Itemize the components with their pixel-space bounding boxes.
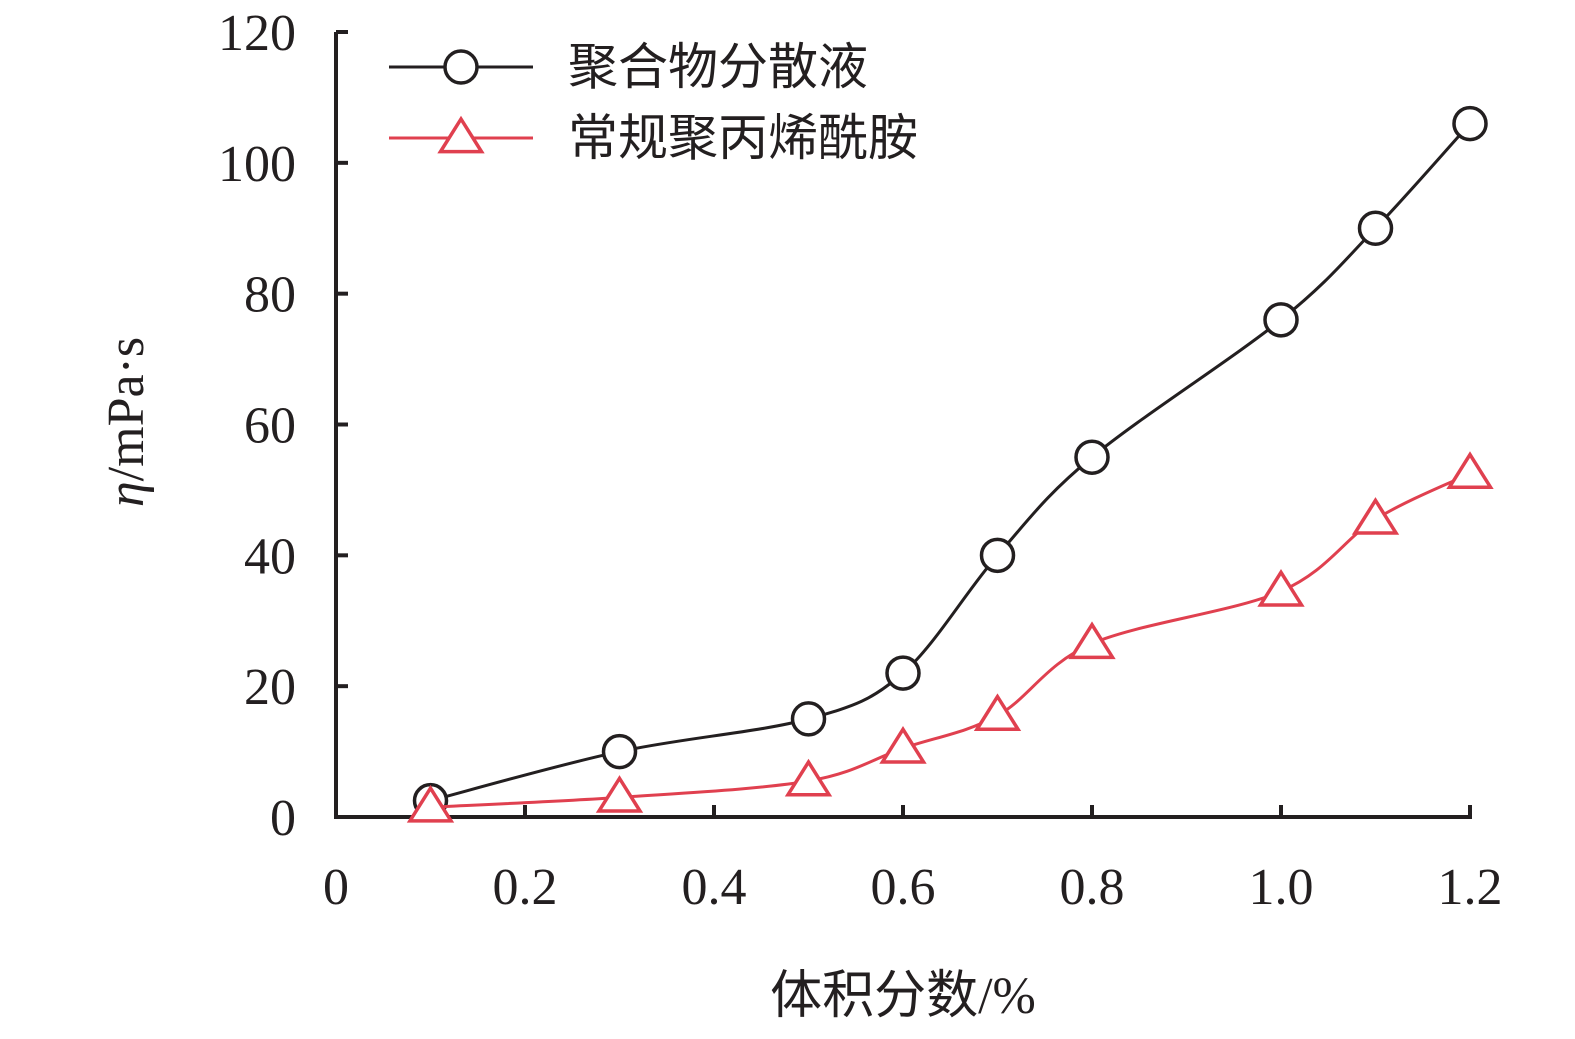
legend-marker — [437, 115, 485, 154]
series-2 — [406, 451, 1494, 823]
y-tick-label: 20 — [244, 659, 296, 716]
x-axis-title: 体积分数/% — [770, 968, 1036, 1025]
series-2-point — [1446, 451, 1494, 489]
y-axis-title-unit: /mPa·s — [98, 337, 155, 481]
x-tick-label: 0.4 — [682, 859, 747, 916]
x-tick-label: 1.2 — [1438, 859, 1503, 916]
series-1-point — [1452, 105, 1488, 142]
x-tick-label: 0.2 — [493, 859, 558, 916]
series-layer — [406, 105, 1494, 823]
legend-entry-2: 常规聚丙烯酰胺 — [389, 110, 918, 166]
series-1-point — [601, 733, 638, 770]
y-tick-label: 40 — [244, 528, 296, 585]
y-tick-label: 100 — [218, 136, 296, 193]
x-tick-label: 0.6 — [871, 859, 936, 916]
series-2-point — [784, 758, 833, 797]
y-tick-label: 120 — [218, 5, 296, 62]
series-1-point — [1263, 302, 1299, 338]
y-tick-label: 0 — [270, 790, 296, 847]
series-1 — [412, 105, 1488, 819]
legend-label: 聚合物分散液 — [568, 39, 868, 95]
y-axis-title: η/mPa·s — [98, 337, 155, 507]
legend-entry-1: 聚合物分散液 — [389, 39, 868, 95]
series-2-point — [1257, 569, 1305, 607]
y-tick-label: 80 — [244, 267, 296, 324]
x-tick-label: 0.8 — [1060, 859, 1125, 916]
series-2-point — [973, 693, 1022, 732]
series-2-line — [430, 472, 1471, 809]
series-2-point — [595, 775, 644, 813]
series-2-point — [1068, 621, 1116, 660]
legend-label: 常规聚丙烯酰胺 — [568, 110, 918, 166]
legend-marker — [443, 49, 479, 85]
y-tick-label: 60 — [244, 398, 296, 455]
series-1-point — [790, 701, 827, 737]
series-2-point — [879, 726, 927, 764]
series-1-point — [885, 655, 921, 691]
axes: 0 20 40 60 80 100 120 0 0.2 0.4 0.6 0.8 1.0 1.2 — [218, 5, 1503, 916]
series-1-point — [1074, 439, 1110, 475]
series-1-line — [430, 122, 1472, 803]
x-tick-label: 0 — [323, 859, 349, 916]
series-2-point — [1351, 497, 1400, 535]
x-tick-label: 1.0 — [1249, 859, 1314, 916]
y-axis-title-symbol: η — [98, 481, 155, 507]
series-2-point — [406, 784, 455, 823]
series-1-point — [1357, 210, 1394, 246]
series-1-point — [979, 537, 1016, 574]
